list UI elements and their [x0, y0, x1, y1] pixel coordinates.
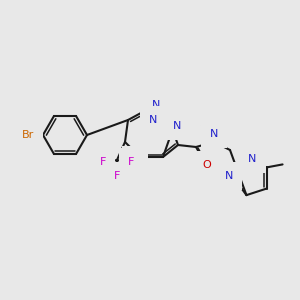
Text: N: N: [152, 100, 160, 110]
Text: F: F: [100, 157, 106, 167]
Text: F: F: [128, 157, 134, 167]
Text: N: N: [225, 171, 233, 181]
Text: N: N: [210, 129, 218, 139]
Text: N: N: [131, 155, 139, 165]
Text: Br: Br: [22, 130, 34, 140]
Text: N: N: [248, 154, 256, 164]
Text: N: N: [149, 115, 157, 125]
Text: N: N: [173, 121, 181, 131]
Text: F: F: [114, 171, 120, 181]
Text: O: O: [202, 160, 211, 170]
